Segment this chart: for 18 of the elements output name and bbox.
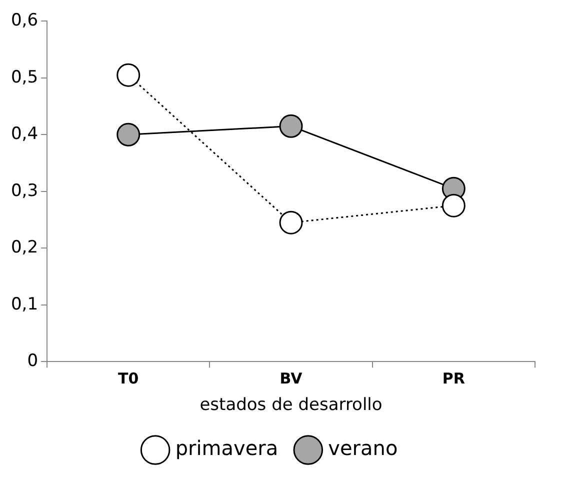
y-tick-label: 0,4 <box>10 124 38 144</box>
legend-label: primavera <box>175 436 278 460</box>
y-tick-label: 0,3 <box>10 180 38 201</box>
x-tick-label: PR <box>442 369 466 388</box>
point <box>279 114 303 138</box>
y-tick-label: 0 <box>27 351 38 372</box>
point <box>442 194 466 218</box>
x-tick-label: BV <box>280 369 303 388</box>
point <box>279 210 303 234</box>
x-tick-label: T0 <box>118 369 139 388</box>
x-axis-title: estados de desarrollo <box>200 395 382 416</box>
y-tick-label: 0,2 <box>10 238 38 258</box>
legend-label: verano <box>328 436 398 460</box>
y-tick-label: 0,6 <box>10 10 38 31</box>
point <box>116 122 140 146</box>
point <box>116 63 140 87</box>
y-tick-label: 0,5 <box>10 67 38 88</box>
y-tick-label: 0,1 <box>10 294 38 314</box>
